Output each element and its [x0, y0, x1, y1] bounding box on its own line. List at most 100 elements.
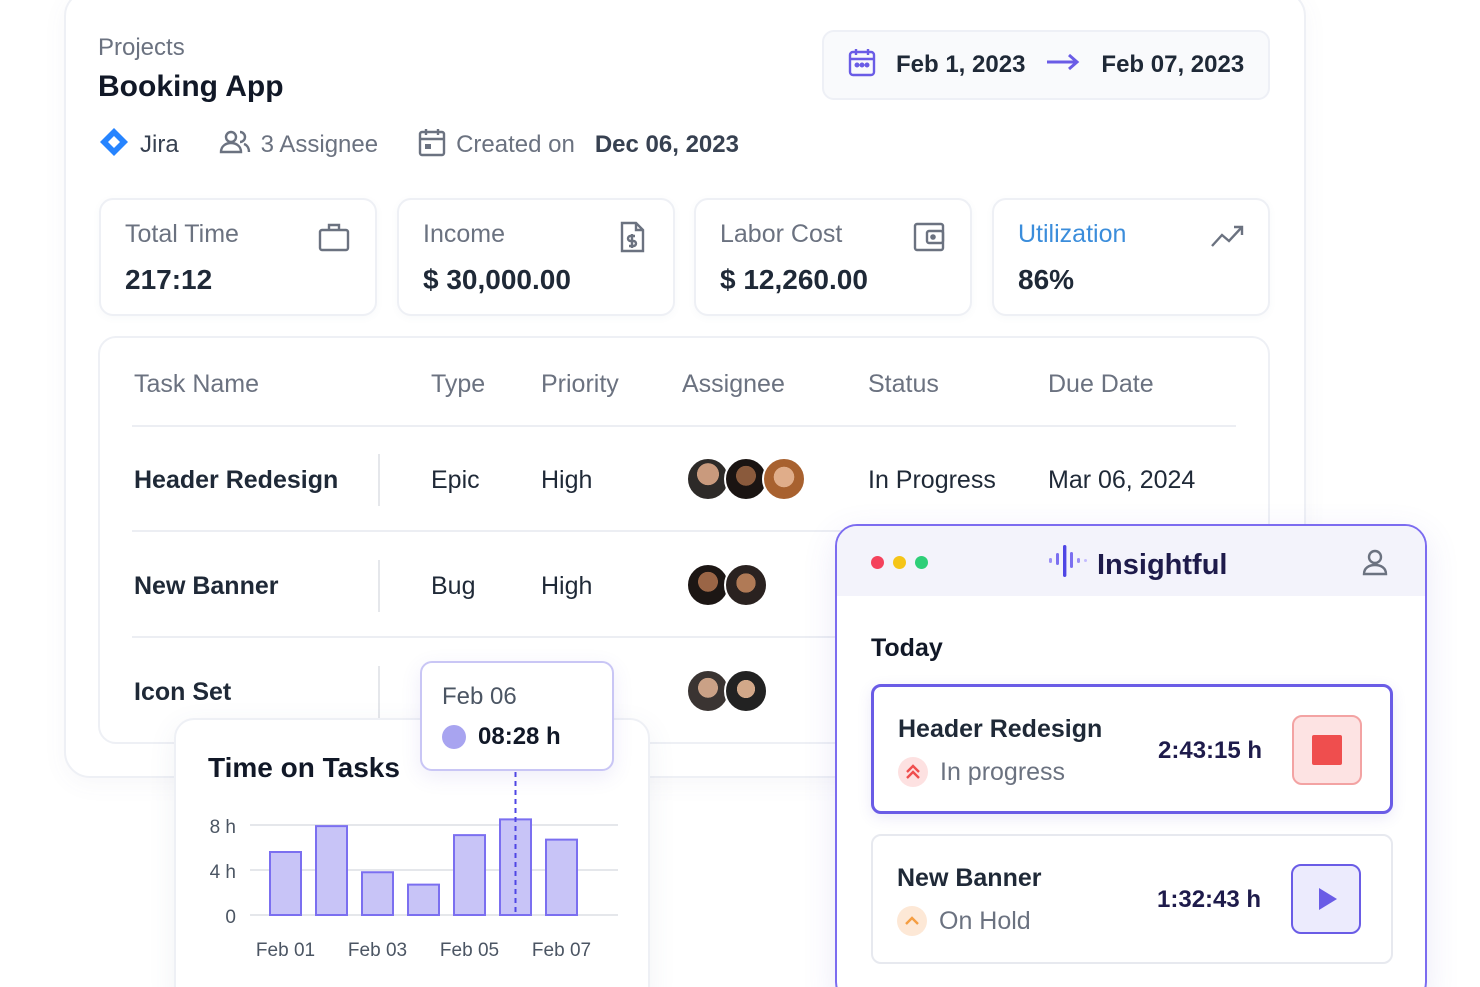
bar[interactable] — [407, 883, 440, 916]
task-name[interactable]: Icon Set — [134, 678, 232, 706]
bar[interactable] — [269, 851, 302, 916]
date-start: Feb 1, 2023 — [896, 51, 1026, 78]
task-priority: High — [541, 466, 593, 494]
calendar-icon — [848, 47, 876, 84]
task-name[interactable]: New Banner — [134, 572, 279, 600]
calendar-icon — [418, 127, 446, 164]
bar[interactable] — [315, 825, 348, 916]
stat-value: 86% — [1018, 264, 1075, 295]
maximize-window-icon[interactable] — [915, 556, 928, 569]
task-status: In progress — [898, 757, 1065, 787]
series-dot — [442, 725, 466, 749]
x-tick-label: Feb 03 — [348, 940, 407, 961]
users-icon — [219, 127, 251, 164]
time-on-tasks-chart: 0 4 h 8 h Feb 01 Feb 03 Feb 05 Feb 07 — [210, 772, 618, 961]
active-task-card[interactable]: Header Redesign In progress 2:43:15 h — [871, 684, 1393, 814]
task-name: Header Redesign — [898, 715, 1103, 743]
section-title: Today — [871, 634, 943, 662]
play-button[interactable] — [1291, 864, 1361, 934]
header-divider — [132, 425, 1236, 427]
column-header[interactable]: Assignee — [682, 370, 785, 398]
task-name[interactable]: Header Redesign — [134, 466, 339, 494]
tooltip-value: 08:28 h — [478, 723, 561, 750]
trend-icon — [1210, 220, 1244, 254]
priority-high-icon — [898, 757, 928, 787]
avatar — [686, 669, 730, 713]
created-value: Dec 06, 2023 — [594, 131, 739, 158]
avatar — [724, 563, 768, 607]
y-tick-label: 4 h — [210, 862, 236, 883]
project-meta: Jira 3 Assignee Created on Dec 06, 2023 — [98, 126, 779, 164]
x-tick-label: Feb 01 — [256, 940, 315, 961]
bar[interactable] — [361, 871, 394, 916]
stat-income: Income $ 30,000.00 — [397, 198, 675, 316]
invoice-icon — [615, 220, 649, 254]
stat-value: 217:12 — [125, 264, 213, 295]
insightful-panel: Insightful Today Header Redesign In prog… — [835, 524, 1427, 987]
row-divider — [132, 636, 852, 638]
stat-total-time: Total Time 217:12 — [99, 198, 377, 316]
column-header[interactable]: Type — [431, 370, 486, 398]
created-label: Created on — [456, 131, 575, 158]
tooltip-date: Feb 06 — [442, 683, 517, 710]
divider — [378, 454, 380, 506]
panel-header: Insightful — [837, 526, 1425, 596]
stop-button[interactable] — [1292, 715, 1362, 785]
task-status-label: On Hold — [939, 906, 1031, 935]
user-icon[interactable] — [1361, 548, 1389, 576]
integration[interactable]: Jira — [98, 126, 179, 165]
brand: Insightful — [1047, 542, 1227, 588]
priority-medium-icon — [897, 906, 927, 936]
created-date: Created on Dec 06, 2023 — [418, 127, 739, 164]
stat-value: $ 12,260.00 — [720, 264, 868, 295]
task-name: New Banner — [897, 864, 1042, 892]
column-header[interactable]: Due Date — [1048, 370, 1154, 398]
chart-title: Time on Tasks — [208, 752, 400, 783]
task-priority: High — [541, 572, 593, 600]
stat-value: $ 30,000.00 — [423, 264, 571, 295]
divider — [378, 666, 380, 718]
column-header[interactable]: Status — [868, 370, 939, 398]
column-header[interactable]: Priority — [541, 370, 619, 398]
x-tick-label: Feb 07 — [532, 940, 591, 961]
stat-label: Labor Cost — [720, 220, 843, 248]
close-window-icon[interactable] — [871, 556, 884, 569]
chart-tooltip: Feb 06 08:28 h — [420, 661, 614, 771]
task-card[interactable]: New Banner On Hold 1:32:43 h — [871, 834, 1393, 964]
jira-icon — [98, 126, 130, 165]
insightful-logo-icon — [1047, 542, 1089, 588]
arrow-right-icon — [1045, 51, 1081, 79]
y-tick-label: 8 h — [210, 817, 236, 838]
task-timer: 1:32:43 h — [1157, 886, 1262, 913]
assignee-avatars[interactable] — [686, 669, 768, 713]
briefcase-icon — [317, 220, 351, 254]
integration-label: Jira — [140, 131, 179, 158]
assignee-avatars[interactable] — [686, 457, 806, 501]
task-type: Bug — [431, 572, 476, 600]
avatar — [724, 669, 768, 713]
stop-icon — [1312, 735, 1342, 765]
stat-label: Utilization — [1018, 220, 1127, 248]
x-tick-label: Feb 05 — [440, 940, 499, 961]
row-divider — [132, 530, 852, 532]
y-tick-label: 0 — [225, 907, 236, 928]
wallet-icon — [912, 220, 946, 254]
bar[interactable] — [545, 838, 578, 916]
task-type: Epic — [431, 466, 480, 494]
avatar — [762, 457, 806, 501]
divider — [378, 560, 380, 612]
play-icon — [1319, 888, 1337, 910]
stat-label: Total Time — [125, 220, 239, 248]
bar[interactable] — [453, 834, 486, 916]
assignees-label: 3 Assignee — [260, 131, 379, 158]
date-range-picker[interactable]: Feb 1, 2023 Feb 07, 2023 — [822, 30, 1270, 100]
task-status-label: In progress — [940, 757, 1066, 786]
assignees[interactable]: 3 Assignee — [219, 127, 378, 164]
breadcrumb[interactable]: Projects — [98, 34, 185, 61]
avatar — [686, 457, 730, 501]
assignee-avatars[interactable] — [686, 563, 768, 607]
stat-labor-cost: Labor Cost $ 12,260.00 — [694, 198, 972, 316]
minimize-window-icon[interactable] — [893, 556, 906, 569]
column-header[interactable]: Task Name — [134, 370, 260, 398]
task-timer: 2:43:15 h — [1158, 737, 1263, 764]
